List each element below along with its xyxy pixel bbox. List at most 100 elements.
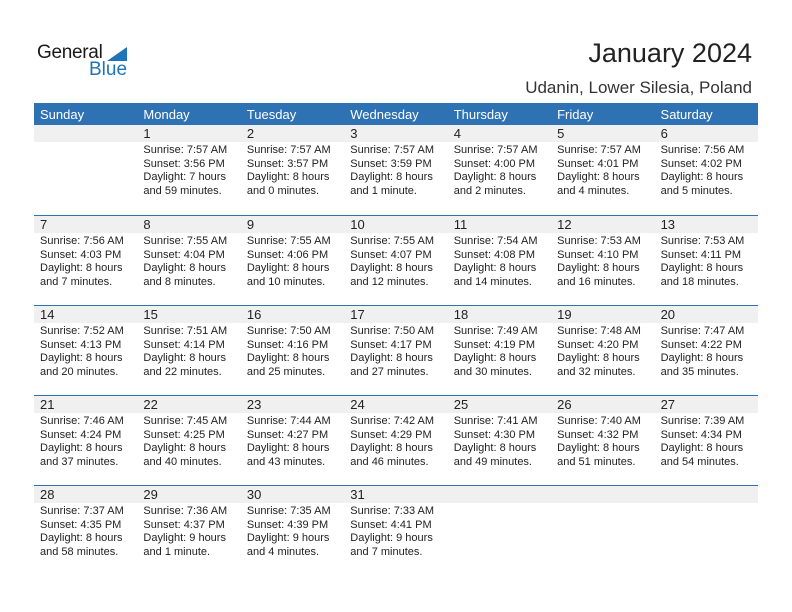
- daylight1-text: Daylight: 8 hours: [246, 262, 330, 274]
- sunset-text: Sunset: 4:11 PM: [660, 248, 742, 261]
- sunset-text: Sunset: 4:17 PM: [350, 338, 432, 351]
- daylight2-text: and 14 minutes.: [453, 275, 532, 288]
- sunrise-text: Sunrise: 7:46 AM: [40, 415, 124, 427]
- daylight2-text: and 7 minutes.: [40, 275, 113, 288]
- logo-text-general: General: [37, 42, 103, 63]
- sunset-text: Sunset: 4:29 PM: [350, 428, 432, 441]
- daylight2-text: and 37 minutes.: [40, 455, 119, 468]
- daylight1-text: Daylight: 8 hours: [453, 442, 537, 454]
- day-cell: 1 Sunrise: 7:57 AM Sunset: 3:56 PM Daylight…: [137, 125, 240, 215]
- daylight1-text: Daylight: 9 hours: [246, 532, 330, 544]
- logo: General Blue: [37, 42, 137, 82]
- sunset-text: Sunset: 4:19 PM: [453, 338, 536, 351]
- daylight2-text: and 7 minutes.: [350, 545, 423, 558]
- sunrise-text: Sunrise: 7:36 AM: [143, 505, 228, 517]
- sunset-text: Sunset: 4:04 PM: [143, 248, 225, 261]
- daylight1-text: Daylight: 8 hours: [40, 532, 123, 544]
- daylight2-text: and 27 minutes.: [350, 365, 429, 378]
- day-number: 3: [350, 126, 358, 141]
- day-number-band: [34, 396, 758, 413]
- daylight1-text: Daylight: 8 hours: [660, 171, 744, 183]
- logo-triangle-icon: [107, 47, 127, 61]
- daylight2-text: and 8 minutes.: [143, 275, 216, 288]
- sunrise-text: Sunrise: 7:53 AM: [660, 235, 745, 247]
- daylight1-text: Daylight: 8 hours: [453, 262, 537, 274]
- day-number: 31: [350, 487, 365, 502]
- sunset-text: Sunset: 4:00 PM: [453, 157, 536, 170]
- day-number-band: [34, 216, 758, 233]
- daylight1-text: Daylight: 8 hours: [350, 352, 433, 364]
- week-row: 21 Sunrise: 7:46 AM Sunset: 4:24 PM Dayligh…: [34, 395, 758, 485]
- weekday-friday: Friday: [557, 107, 594, 122]
- daylight1-text: Daylight: 9 hours: [143, 532, 226, 544]
- day-cell: 26 Sunrise: 7:40 AM Sunset: 4:32 PM Dayligh…: [551, 396, 654, 486]
- daylight1-text: Daylight: 8 hours: [143, 262, 226, 274]
- daylight1-text: Daylight: 8 hours: [350, 262, 433, 274]
- logo-text-blue: Blue: [89, 59, 128, 80]
- sunset-text: Sunset: 4:30 PM: [453, 428, 536, 441]
- sunrise-text: Sunrise: 7:50 AM: [246, 325, 331, 337]
- daylight1-text: Daylight: 8 hours: [557, 352, 640, 364]
- day-cell: 3 Sunrise: 7:57 AM Sunset: 3:59 PM Daylight…: [344, 125, 447, 215]
- daylight1-text: Daylight: 8 hours: [557, 442, 640, 454]
- weekday-sunday: Sunday: [40, 107, 85, 122]
- day-cell: 13 Sunrise: 7:53 AM Sunset: 4:11 PM Dayligh…: [655, 216, 758, 306]
- day-number: 24: [350, 397, 365, 412]
- day-number: 18: [453, 307, 469, 322]
- day-number: 8: [143, 217, 151, 232]
- sunset-text: Sunset: 4:32 PM: [557, 428, 639, 441]
- day-number: 5: [557, 126, 565, 141]
- sunset-text: Sunset: 4:01 PM: [557, 157, 639, 170]
- sunset-text: Sunset: 4:25 PM: [143, 428, 225, 441]
- day-cell: 29 Sunrise: 7:36 AM Sunset: 4:37 PM Dayligh…: [137, 486, 240, 576]
- weekday-thursday: Thursday: [453, 107, 508, 122]
- weekday-tuesday: Tuesday: [246, 107, 297, 122]
- sunset-text: Sunset: 4:27 PM: [246, 428, 329, 441]
- day-number-band: [34, 486, 758, 503]
- daylight1-text: Daylight: 8 hours: [40, 262, 123, 274]
- week-row: 28 Sunrise: 7:37 AM Sunset: 4:35 PM Dayligh…: [34, 485, 758, 575]
- day-number: 23: [246, 397, 262, 412]
- day-number: 25: [453, 397, 469, 412]
- day-cell: 18 Sunrise: 7:49 AM Sunset: 4:19 PM Dayligh…: [448, 306, 551, 396]
- week-row: 7 Sunrise: 7:56 AM Sunset: 4:03 PM Daylight…: [34, 215, 758, 305]
- day-number: 21: [40, 397, 55, 412]
- day-number: 17: [350, 307, 365, 322]
- daylight2-text: and 35 minutes.: [660, 365, 739, 378]
- day-number: 20: [660, 307, 676, 322]
- sunrise-text: Sunrise: 7:54 AM: [453, 235, 538, 247]
- daylight1-text: Daylight: 9 hours: [350, 532, 433, 544]
- daylight2-text: and 43 minutes.: [246, 455, 326, 468]
- sunrise-text: Sunrise: 7:57 AM: [350, 144, 435, 156]
- sunset-text: Sunset: 4:16 PM: [246, 338, 329, 351]
- week-row: 14 Sunrise: 7:52 AM Sunset: 4:13 PM Dayligh…: [34, 305, 758, 395]
- sunrise-text: Sunrise: 7:35 AM: [246, 505, 331, 517]
- daylight1-text: Daylight: 8 hours: [453, 171, 537, 183]
- daylight2-text: and 20 minutes.: [40, 365, 119, 378]
- sunset-text: Sunset: 4:06 PM: [246, 248, 329, 261]
- day-cell: 27 Sunrise: 7:39 AM Sunset: 4:34 PM Dayligh…: [655, 396, 758, 486]
- day-cell: 31 Sunrise: 7:33 AM Sunset: 4:41 PM Dayligh…: [344, 486, 447, 576]
- sunrise-text: Sunrise: 7:51 AM: [143, 325, 228, 337]
- daylight2-text: and 16 minutes.: [557, 275, 636, 288]
- daylight1-text: Daylight: 8 hours: [557, 171, 640, 183]
- day-number: 15: [143, 307, 158, 322]
- weekday-saturday: Saturday: [660, 107, 713, 122]
- daylight2-text: and 46 minutes.: [350, 455, 429, 468]
- daylight2-text: and 18 minutes.: [660, 275, 739, 288]
- sunrise-text: Sunrise: 7:57 AM: [453, 144, 538, 156]
- day-number: 12: [557, 217, 572, 232]
- day-cell: 12 Sunrise: 7:53 AM Sunset: 4:10 PM Dayligh…: [551, 216, 654, 306]
- day-number: 26: [557, 397, 572, 412]
- day-number: 9: [246, 217, 255, 232]
- sunset-text: Sunset: 4:14 PM: [143, 338, 225, 351]
- day-cell: 30 Sunrise: 7:35 AM Sunset: 4:39 PM Dayligh…: [241, 486, 344, 576]
- day-number: 1: [143, 126, 151, 141]
- sunset-text: Sunset: 4:34 PM: [660, 428, 742, 441]
- day-cell: 15 Sunrise: 7:51 AM Sunset: 4:14 PM Dayligh…: [137, 306, 240, 396]
- sunrise-text: Sunrise: 7:47 AM: [660, 325, 745, 337]
- daylight1-text: Daylight: 8 hours: [350, 442, 433, 454]
- daylight1-text: Daylight: 8 hours: [453, 352, 537, 364]
- daylight1-text: Daylight: 8 hours: [350, 171, 433, 183]
- day-cell: 21 Sunrise: 7:46 AM Sunset: 4:24 PM Dayligh…: [34, 396, 137, 486]
